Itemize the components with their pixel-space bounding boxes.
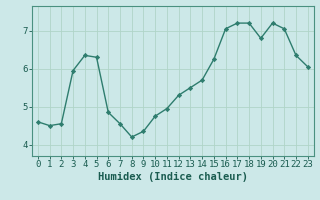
- X-axis label: Humidex (Indice chaleur): Humidex (Indice chaleur): [98, 172, 248, 182]
